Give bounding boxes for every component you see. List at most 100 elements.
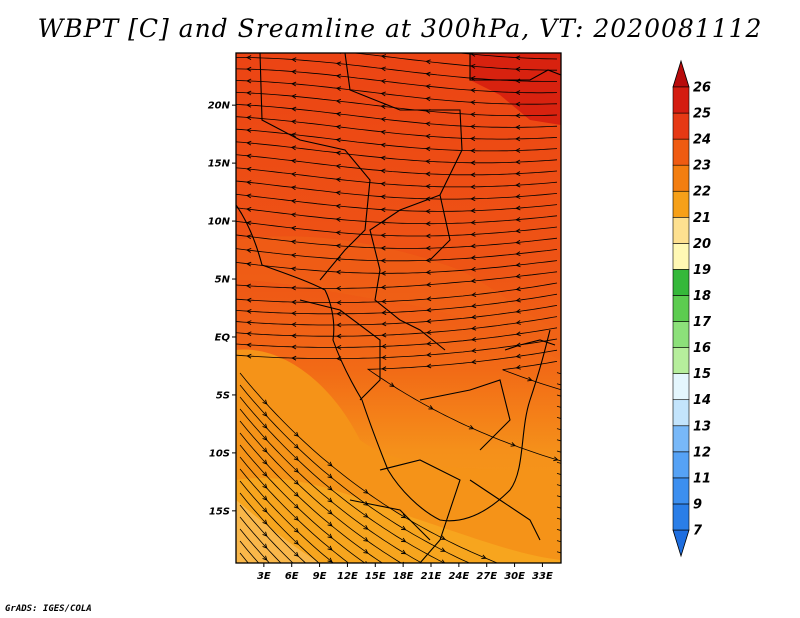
streamline-arrow	[291, 355, 297, 361]
lat-tick-label: 20N	[208, 101, 231, 112]
streamline-arrow	[246, 90, 252, 96]
streamline-arrow	[470, 255, 476, 261]
streamline-arrow	[293, 539, 299, 545]
streamline-arrow	[440, 535, 446, 540]
map-frame	[235, 52, 562, 564]
streamline-arrow	[470, 266, 476, 272]
streamline	[236, 248, 558, 262]
streamline-arrow	[290, 212, 297, 218]
streamline-arrow	[401, 537, 407, 543]
streamline-arrow	[336, 333, 342, 339]
colorbar-swatch	[672, 451, 690, 479]
streamline-arrow	[380, 104, 386, 110]
streamline-arrow	[470, 208, 476, 214]
streamline	[236, 193, 558, 212]
streamline-arrow	[380, 66, 386, 72]
streamline	[236, 293, 558, 315]
streamline-arrow	[470, 243, 476, 249]
lon-tick-label: 24E	[448, 571, 469, 582]
streamline-arrow	[335, 190, 341, 196]
streamline-arrow	[245, 283, 252, 289]
streamline-arrow	[335, 217, 341, 222]
streamline-arrow	[381, 321, 387, 327]
streamline	[502, 361, 561, 391]
streamline	[556, 484, 561, 487]
streamline-arrow	[510, 442, 516, 447]
streamline	[236, 167, 558, 188]
streamline-arrow	[363, 549, 369, 554]
streamline	[556, 529, 561, 531]
streamline	[236, 260, 558, 274]
lat-tick-label: 10N	[208, 217, 231, 228]
streamline	[236, 305, 558, 326]
lat-tick-label: 10S	[209, 448, 230, 459]
streamline-arrow	[515, 159, 521, 165]
streamline-arrow	[470, 292, 477, 297]
streamline-arrow	[514, 124, 521, 130]
streamline-arrow	[381, 343, 387, 349]
colorbar-swatch	[672, 425, 690, 453]
streamline-arrow	[470, 63, 476, 69]
colorbar-swatch	[672, 190, 690, 218]
streamline-arrow	[291, 344, 297, 350]
streamline-arrow	[262, 555, 268, 561]
streamline-arrow	[470, 325, 477, 331]
streamline-arrow	[481, 554, 487, 560]
streamline-arrow	[425, 318, 432, 324]
streamline-arrow	[380, 207, 386, 213]
streamline-arrow	[381, 366, 387, 372]
colorbar-label: 20	[693, 237, 711, 252]
streamline-arrow	[380, 233, 386, 238]
colorbar-swatch	[672, 503, 690, 531]
streamline	[239, 444, 366, 563]
streamline-arrow	[470, 337, 477, 342]
streamline-arrow	[381, 299, 387, 304]
streamline	[239, 540, 260, 563]
streamline-arrow	[425, 269, 431, 275]
streamline-arrow	[514, 90, 521, 95]
streamline-arrow	[293, 551, 299, 557]
streamline-arrow	[246, 55, 252, 60]
streamline-arrow	[291, 322, 297, 327]
colorbar-label: 9	[693, 497, 702, 512]
streamline-arrow	[290, 285, 297, 291]
streamline	[556, 473, 561, 475]
streamline-arrow	[425, 296, 432, 302]
streamline-arrow	[335, 269, 341, 275]
streamline-arrow	[425, 257, 431, 263]
streamline-arrow	[380, 117, 386, 122]
streamline-arrow	[380, 129, 386, 135]
streamline-arrow	[514, 113, 521, 119]
streamline	[556, 461, 561, 464]
streamline-arrow	[246, 66, 252, 72]
streamline-arrow	[293, 479, 299, 485]
colorbar-swatch	[672, 347, 690, 374]
streamline-arrow	[515, 205, 521, 211]
streamline	[556, 405, 561, 408]
streamline	[556, 450, 561, 453]
streamline-arrow	[327, 497, 333, 503]
streamline-arrow	[470, 314, 477, 320]
streamline-arrow	[470, 53, 476, 57]
streamline-arrow	[380, 155, 386, 161]
streamline-arrow	[291, 69, 297, 75]
streamline-arrow	[291, 310, 297, 316]
streamline-arrow	[515, 262, 521, 268]
streamline-arrow	[401, 525, 407, 531]
streamline-arrow	[336, 300, 342, 305]
streamline-arrow	[335, 256, 341, 262]
streamline	[236, 128, 558, 152]
streamline-arrow	[515, 308, 521, 314]
lon-tick-label: 33E	[532, 571, 553, 582]
streamline-arrow	[246, 248, 252, 253]
wbpt-field	[236, 53, 561, 563]
colorbar-swatch	[672, 138, 690, 166]
streamline-arrow	[425, 341, 432, 346]
streamline-arrow	[380, 258, 386, 264]
streamline-arrow	[515, 239, 521, 245]
lon-tick-label: 15E	[365, 571, 386, 582]
streamline-arrow	[246, 180, 252, 185]
streamline-arrow	[293, 515, 299, 521]
streamline-arrow	[335, 177, 341, 182]
streamline-arrow	[335, 243, 341, 249]
